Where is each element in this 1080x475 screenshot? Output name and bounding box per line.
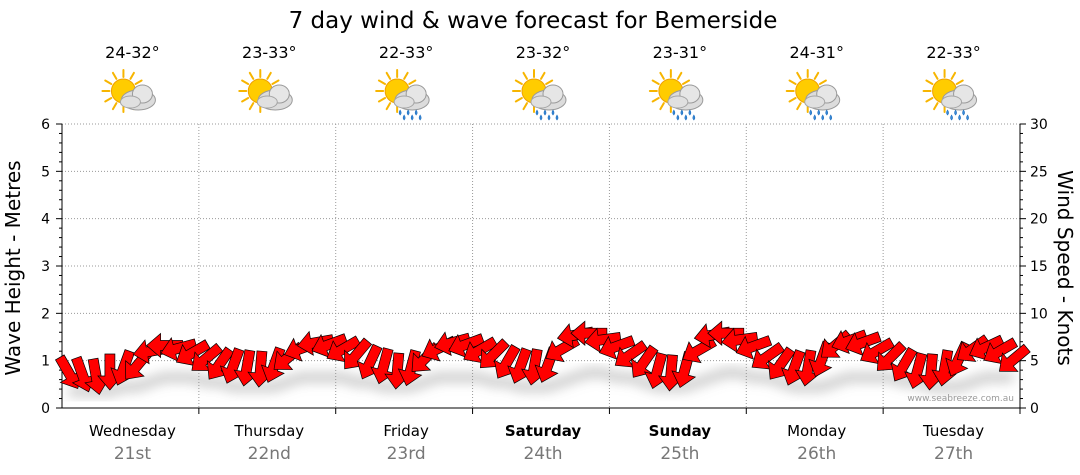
grid-lines [62, 123, 1020, 408]
left-tick-label: 6 [41, 117, 50, 133]
day-labels: Wednesday 21st Thursday 22nd Friday 23rd Satur… [89, 408, 1021, 464]
day-name-label: Saturday [505, 422, 582, 440]
day-date-label: 27th [934, 444, 973, 464]
wave-height-line [68, 368, 1014, 396]
temperature-range: 23-32° [516, 43, 571, 62]
sun-cloud-rain-icon [922, 69, 978, 121]
wind-arrow [570, 320, 608, 346]
left-tick-label: 0 [41, 401, 50, 417]
sun-cloud-rain-icon [648, 69, 704, 121]
left-tick-label: 4 [41, 212, 50, 228]
temperature-range: 23-33° [242, 43, 297, 62]
day-date-label: 25th [660, 444, 699, 464]
left-tick-label: 1 [41, 354, 50, 370]
day-name-label: Monday [787, 422, 846, 440]
wind-arrow [998, 343, 1031, 372]
day-name-label: Sunday [649, 422, 712, 440]
wind-arrow [735, 335, 773, 360]
temperature-range: 23-31° [653, 43, 708, 62]
right-tick-label: 10 [1030, 306, 1048, 322]
chart-title: 7 day wind & wave forecast for Bemerside [289, 8, 778, 34]
day-date-label: 24th [523, 444, 562, 464]
wind-arrow [631, 344, 659, 378]
right-tick-label: 5 [1030, 354, 1039, 370]
sun-cloud-rain-icon [785, 69, 841, 121]
right-tick-label: 30 [1030, 117, 1048, 133]
wave-height-shadow [68, 368, 1014, 396]
temperature-range: 24-31° [789, 43, 844, 62]
day-date-label: 21st [114, 444, 151, 464]
credit-text: www.seabreeze.com.au [907, 394, 1014, 404]
right-tick-label: 0 [1030, 401, 1039, 417]
day-name-label: Friday [383, 422, 429, 440]
temperature-range: 22-33° [379, 43, 434, 62]
right-tick-label: 25 [1030, 164, 1048, 180]
sun-cloud-rain-icon [512, 69, 567, 121]
left-axis: 0 1 2 3 4 5 6 [41, 117, 62, 417]
sun-cloud-icon [238, 69, 293, 113]
day-name-label: Thursday [233, 422, 304, 440]
weather-row: 24-32° 23-33° 22-33° 23-32° 23-31° 24-31° 22-3… [101, 43, 981, 121]
left-axis-label: Wave Height - Metres [1, 160, 25, 375]
day-date-label: 26th [797, 444, 836, 464]
day-date-label: 22nd [248, 444, 291, 464]
left-tick-label: 5 [41, 164, 50, 180]
right-axis-label: Wind Speed - Knots [1053, 170, 1077, 366]
day-date-label: 23rd [387, 444, 426, 464]
temperature-range: 22-33° [926, 43, 981, 62]
day-name-label: Tuesday [922, 422, 984, 440]
sun-cloud-rain-icon [375, 69, 430, 121]
wind-arrow [598, 335, 636, 360]
wind-arrow [707, 320, 745, 346]
wind-arrows [54, 320, 1031, 396]
left-tick-label: 2 [41, 306, 50, 322]
left-tick-label: 3 [41, 259, 50, 275]
right-tick-label: 15 [1030, 259, 1048, 275]
right-tick-label: 20 [1030, 212, 1048, 228]
sun-cloud-icon [101, 69, 156, 113]
right-axis: 0 5 10 15 20 25 30 [1020, 117, 1048, 417]
temperature-range: 24-32° [105, 43, 160, 62]
day-name-label: Wednesday [89, 422, 176, 440]
